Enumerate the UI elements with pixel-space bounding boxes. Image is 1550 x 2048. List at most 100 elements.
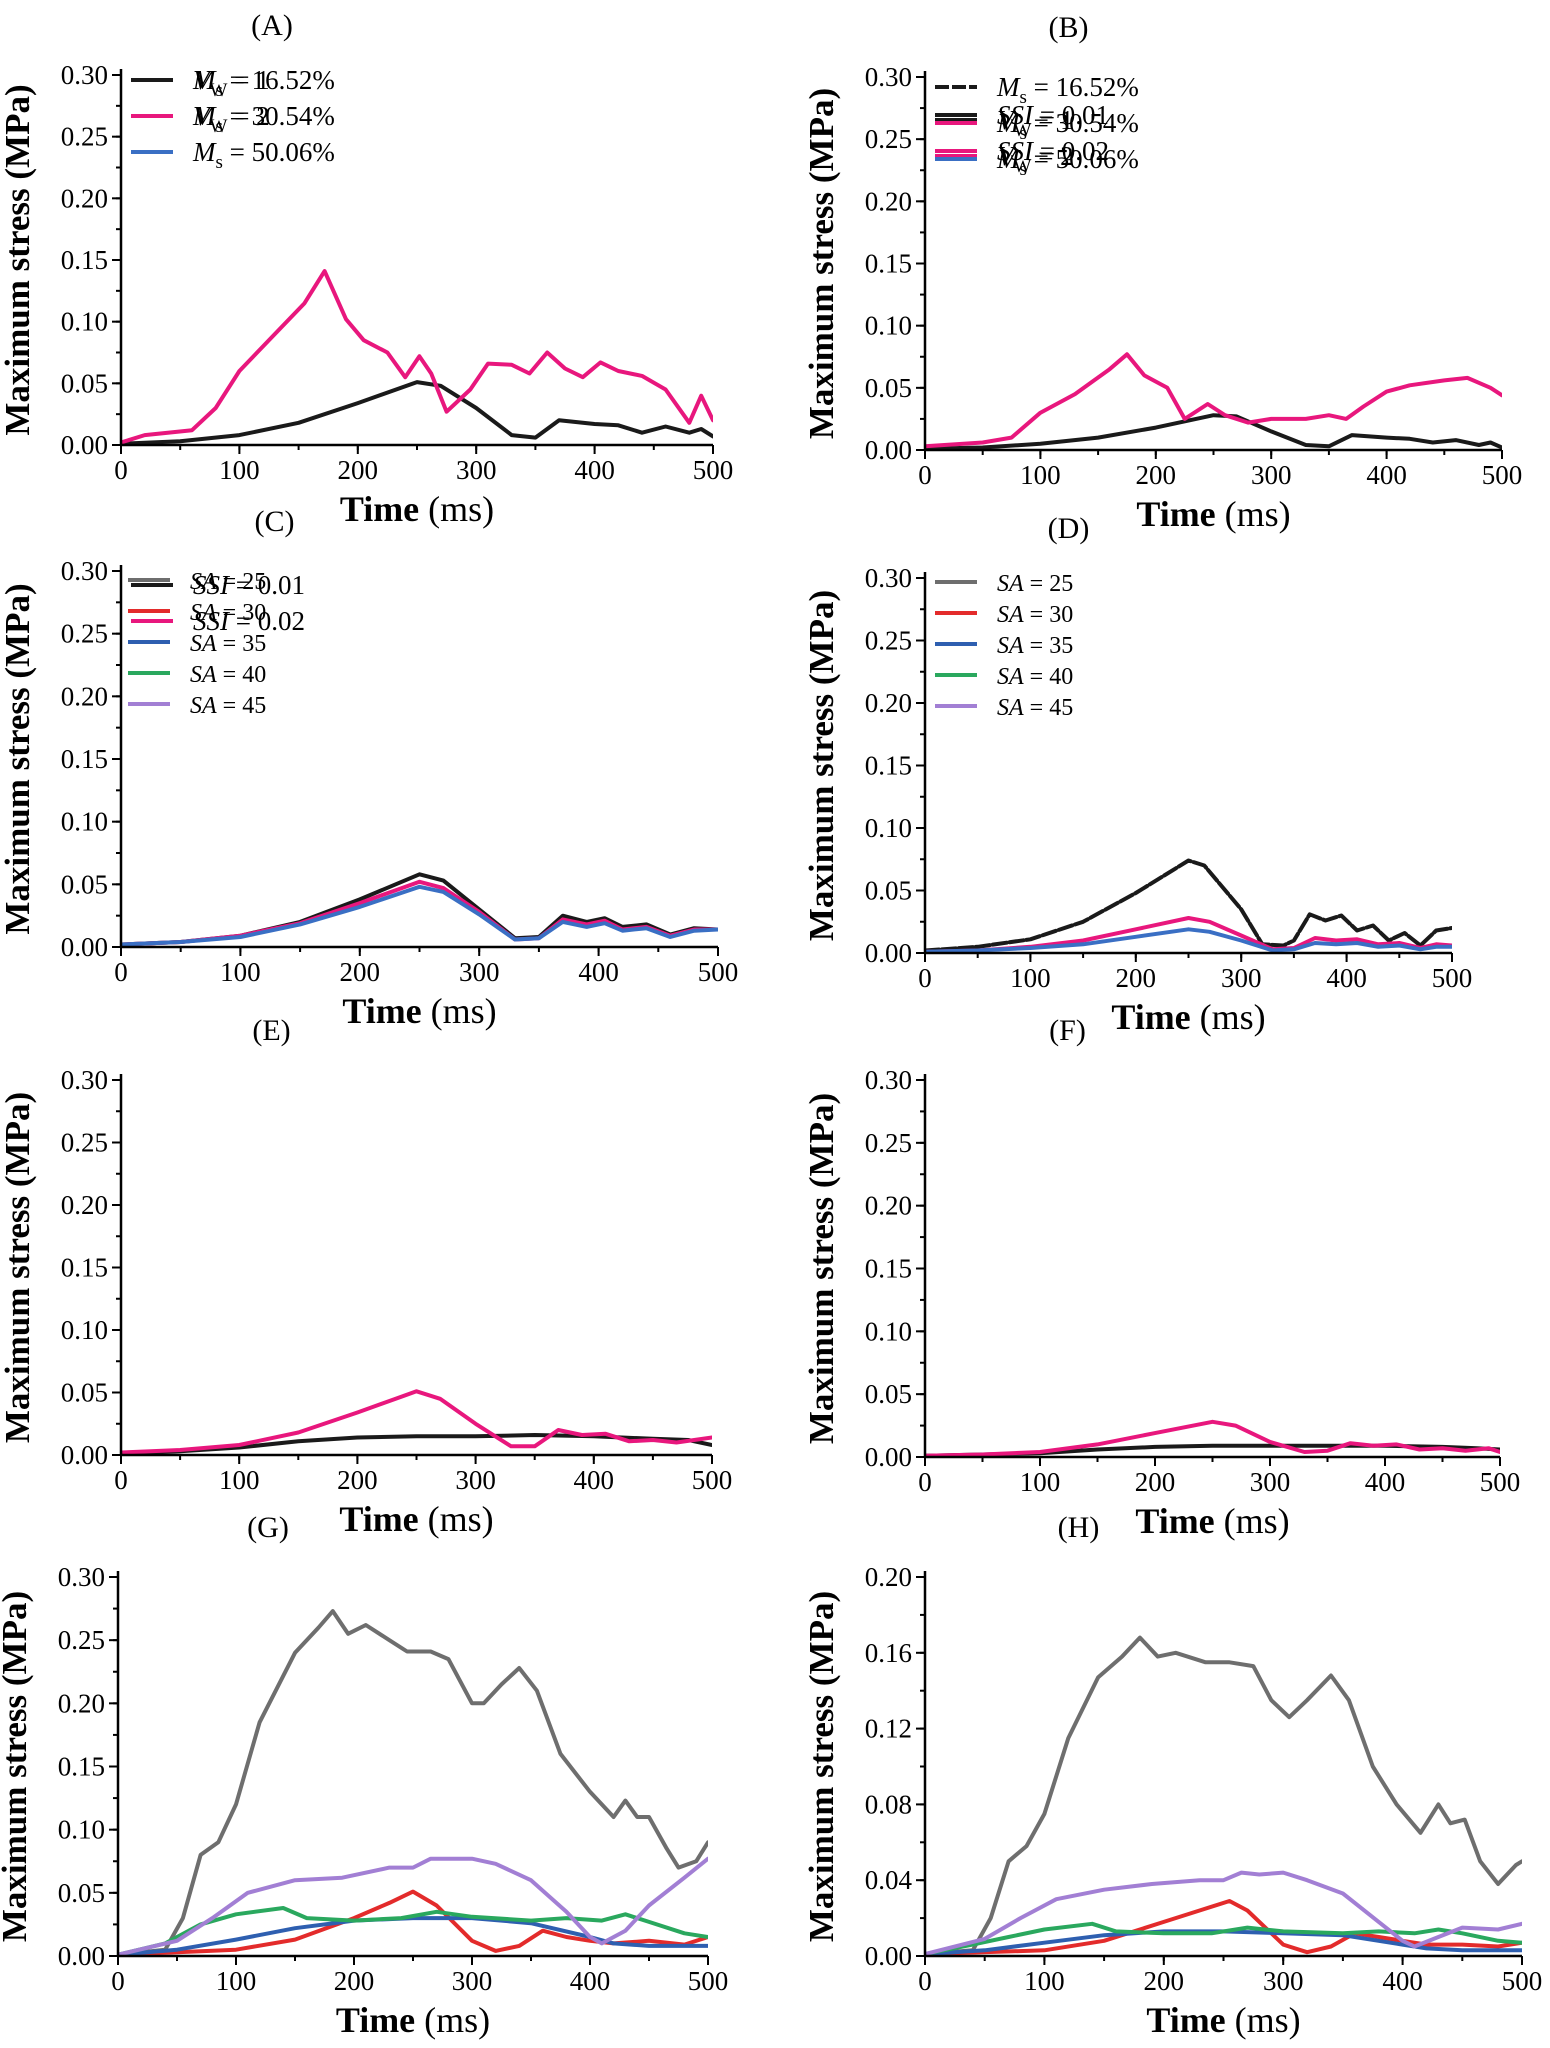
x-tick-label: 0 [918, 963, 932, 993]
legend-label: SA = 30 [190, 600, 266, 626]
x-tick-label: 100 [1020, 460, 1061, 490]
series-line [925, 858, 1452, 953]
y-axis-title: Maximum stress (MPa) [0, 1591, 34, 1942]
series-line [121, 1389, 712, 1455]
x-tick-label: 300 [455, 1465, 496, 1495]
panel-label: (G) [247, 1511, 289, 1544]
y-tick-label: 0.20 [865, 1562, 912, 1592]
series-line [121, 380, 713, 446]
x-tick-label: 500 [693, 455, 734, 485]
y-tick-label: 0.10 [58, 1815, 105, 1845]
y-tick-label: 0.30 [865, 62, 912, 92]
legend-label: SA = 35 [190, 631, 266, 657]
legend-label: SSI = 0.01 [997, 100, 1109, 130]
legend-label: VW = 1 [193, 65, 270, 101]
x-tick-label: 500 [1502, 1966, 1543, 1996]
x-tick-label: 200 [1116, 963, 1157, 993]
series-line [925, 1921, 1522, 1957]
x-tick-label: 200 [337, 1465, 378, 1495]
y-axis-title: Maximum stress (MPa) [802, 1591, 841, 1942]
x-axis-title: Time (ms) [342, 991, 496, 1031]
x-tick-label: 400 [1326, 963, 1367, 993]
legend-label: Ms = 50.06% [996, 144, 1139, 180]
x-tick-label: 0 [918, 460, 932, 490]
y-tick-label: 0.00 [61, 1440, 108, 1470]
y-tick-label: 0.00 [865, 1442, 912, 1472]
y-tick-label: 0.30 [61, 556, 108, 586]
series-line [925, 413, 1502, 451]
x-axis-title: Time (ms) [1111, 997, 1265, 1037]
y-tick-label: 0.25 [865, 1128, 912, 1158]
x-tick-label: 400 [574, 1465, 615, 1495]
legend-label: SSI = 0.02 [997, 136, 1109, 166]
chart-panel: 0 100 200 300 400 500 0.00 0.05 0.10 0.15 0.20 0.25… [802, 11, 1522, 534]
y-tick-label: 0.25 [58, 1625, 105, 1655]
series-line [121, 884, 718, 947]
y-tick-label: 0.05 [865, 876, 912, 906]
y-tick-label: 0.10 [61, 807, 108, 837]
y-tick-label: 0.00 [865, 435, 912, 465]
legend-label: SA = 35 [997, 633, 1073, 659]
y-tick-label: 0.12 [865, 1714, 912, 1744]
y-axis-title: Maximum stress (MPa) [0, 583, 37, 934]
y-tick-label: 0.15 [58, 1752, 105, 1782]
legend-label: SA = 40 [997, 664, 1073, 690]
series-line [925, 927, 1452, 954]
chart-panel: 0 100 200 300 400 500 0.00 0.04 0.08 0.12 0.16 0.20… [802, 571, 1542, 2040]
legend-label: SA = 30 [997, 602, 1073, 628]
y-tick-label: 0.20 [58, 1688, 105, 1718]
x-tick-label: 100 [220, 957, 261, 987]
panel-label: (B) [1049, 11, 1089, 44]
x-tick-label: 400 [1366, 460, 1407, 490]
y-axis-title: Maximum stress (MPa) [802, 88, 841, 439]
y-axis-title: Maximum stress (MPa) [0, 84, 37, 435]
x-tick-label: 100 [1024, 1966, 1065, 1996]
x-tick-label: 400 [578, 957, 619, 987]
y-tick-label: 0.08 [865, 1789, 912, 1819]
panel-label: (D) [1048, 512, 1090, 545]
y-tick-label: 0.00 [865, 1941, 912, 1971]
x-tick-label: 300 [1221, 963, 1262, 993]
x-tick-label: 500 [692, 1465, 733, 1495]
x-tick-label: 400 [574, 455, 615, 485]
x-axis-title: Time (ms) [340, 489, 494, 529]
legend-label: SA = 25 [997, 571, 1073, 597]
panel-label: (H) [1058, 1511, 1100, 1544]
panel-label: (C) [255, 505, 295, 538]
x-tick-label: 300 [456, 455, 497, 485]
series-line [925, 1929, 1522, 1957]
series-line [925, 1419, 1500, 1458]
x-axis-title: Time (ms) [1135, 1501, 1289, 1541]
y-tick-label: 0.30 [61, 60, 108, 90]
legend-label: VW = 2 [193, 101, 270, 137]
y-tick-label: 0.20 [61, 681, 108, 711]
y-axis-title: Maximum stress (MPa) [0, 1092, 37, 1443]
x-tick-label: 0 [114, 1465, 128, 1495]
x-tick-label: 300 [452, 1966, 493, 1996]
x-axis-title: Time (ms) [1146, 2000, 1300, 2040]
y-tick-label: 0.10 [865, 1316, 912, 1346]
legend-label: VW = 2 [997, 141, 1074, 177]
y-tick-label: 0.10 [865, 813, 912, 843]
y-tick-label: 0.20 [865, 1191, 912, 1221]
series-line [118, 1906, 708, 1957]
y-tick-label: 0.20 [865, 688, 912, 718]
y-tick-label: 0.15 [865, 1254, 912, 1284]
legend-label: SA = 45 [997, 695, 1073, 721]
series-line [118, 1856, 708, 1957]
y-axis-title: Maximum stress (MPa) [802, 590, 841, 941]
x-tick-label: 200 [334, 1966, 375, 1996]
y-tick-label: 0.25 [865, 124, 912, 154]
x-tick-label: 500 [1432, 963, 1473, 993]
y-tick-label: 0.20 [61, 183, 108, 213]
x-tick-label: 500 [698, 957, 739, 987]
panel-label: (F) [1049, 1014, 1086, 1047]
y-tick-label: 0.00 [58, 1941, 105, 1971]
x-tick-label: 400 [570, 1966, 611, 1996]
legend-label: SA = 25 [190, 569, 266, 595]
legend-label: Ms = 50.06% [192, 137, 335, 173]
x-tick-label: 100 [1020, 1467, 1061, 1497]
y-tick-label: 0.05 [61, 368, 108, 398]
